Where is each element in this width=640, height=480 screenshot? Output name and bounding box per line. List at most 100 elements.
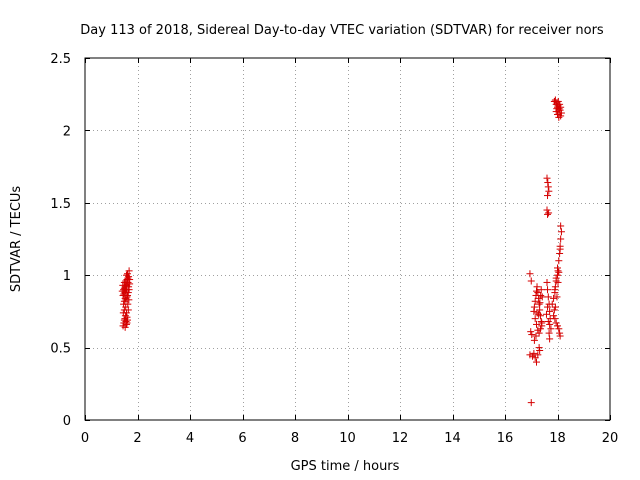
data-point-marker (544, 192, 552, 200)
data-point-marker (122, 318, 130, 326)
data-point-marker (545, 209, 553, 217)
data-point-marker (533, 283, 541, 291)
data-point-marker (550, 312, 558, 320)
data-point-marker (546, 307, 554, 315)
data-point-marker (554, 271, 561, 279)
data-point-marker (554, 322, 561, 330)
data-point-marker (551, 286, 559, 294)
data-point-marker (543, 174, 551, 182)
data-point-marker (557, 222, 565, 230)
data-point-marker (557, 235, 565, 243)
data-point-marker (119, 281, 127, 289)
data-point-marker (550, 306, 558, 314)
data-point-marker (555, 325, 563, 333)
data-point-marker (544, 210, 552, 218)
data-point-marker (544, 293, 552, 301)
y-axis-label: SDTVAR / TECUs (9, 186, 24, 293)
data-point-marker (544, 303, 552, 311)
data-point-marker (535, 310, 543, 318)
data-point-marker (553, 105, 561, 113)
data-point-marker (543, 278, 551, 286)
data-point-marker (121, 323, 129, 331)
data-point-marker (122, 271, 130, 279)
data-point-marker (548, 300, 556, 308)
data-point-marker (551, 96, 559, 104)
data-point-marker (556, 332, 564, 340)
grid-lines (85, 58, 610, 420)
data-point-marker (536, 299, 544, 307)
y-tick-label: 1.5 (50, 197, 71, 212)
data-point-marker (538, 293, 546, 301)
data-point-marker (532, 332, 540, 340)
data-point-marker (554, 97, 562, 105)
data-point-marker (556, 249, 564, 257)
data-point-marker (118, 287, 126, 295)
data-point-marker (122, 320, 130, 328)
data-point-marker (125, 296, 133, 304)
x-tick-label: 10 (339, 431, 356, 446)
data-point-marker (556, 100, 564, 108)
x-axis-label: GPS time / hours (291, 459, 400, 474)
data-point-marker (553, 293, 561, 301)
data-point-marker (122, 309, 130, 317)
data-point-marker (545, 329, 553, 337)
data-point-marker (530, 303, 538, 311)
data-points (118, 96, 565, 407)
data-point-marker (554, 110, 561, 118)
y-tick-label: 0.5 (50, 342, 71, 357)
data-point-marker (556, 106, 564, 114)
data-point-marker (542, 310, 550, 318)
data-point-marker (537, 286, 545, 294)
data-point-marker (544, 286, 552, 294)
data-point-marker (124, 316, 132, 324)
data-point-marker (526, 270, 534, 278)
data-point-marker (534, 289, 542, 297)
chart-title: Day 113 of 2018, Sidereal Day-to-day VTE… (80, 23, 604, 38)
data-point-marker (531, 297, 539, 305)
data-point-marker (551, 283, 559, 291)
data-point-marker (552, 319, 560, 327)
data-point-marker (533, 309, 541, 317)
data-point-marker (551, 315, 559, 323)
x-tick-label: 2 (133, 431, 141, 446)
data-point-marker (124, 300, 132, 308)
data-point-marker (530, 336, 538, 344)
data-point-marker (123, 319, 131, 327)
data-point-marker (551, 303, 559, 311)
data-point-marker (120, 297, 128, 305)
x-tick-label: 18 (549, 431, 566, 446)
data-point-marker (527, 277, 535, 285)
x-tick-label: 16 (497, 431, 514, 446)
data-point-marker (530, 307, 538, 315)
data-point-marker (125, 286, 133, 294)
x-tick-label: 8 (291, 431, 299, 446)
data-point-marker (537, 291, 545, 299)
data-point-marker (546, 335, 554, 343)
data-point-marker (547, 325, 555, 333)
data-point-marker (552, 108, 560, 116)
y-tick-label: 1 (63, 269, 71, 284)
data-point-marker (531, 315, 539, 323)
data-point-marker (535, 300, 543, 308)
y-tick-label: 2 (63, 124, 71, 139)
data-point-marker (124, 291, 132, 299)
plot-frame (84, 57, 611, 421)
data-point-marker (556, 245, 564, 253)
data-point-marker (554, 267, 562, 275)
axis-ticks: 0 2 4 6 8 10 12 14 16 18 20 0 0.5 1 1.5 2 2.5 (50, 52, 618, 446)
x-tick-label: 0 (81, 431, 89, 446)
x-tick-label: 6 (238, 431, 246, 446)
x-tick-label: 12 (392, 431, 409, 446)
data-point-marker (537, 318, 545, 326)
data-point-marker (557, 228, 565, 236)
data-point-marker (552, 274, 560, 282)
data-point-marker (554, 278, 562, 286)
data-point-marker (550, 294, 558, 302)
y-tick-label: 2.5 (50, 52, 71, 67)
x-tick-label: 14 (444, 431, 461, 446)
data-point-marker (534, 351, 542, 359)
data-point-marker (536, 346, 544, 354)
data-point-marker (527, 328, 535, 336)
data-point-marker (528, 331, 536, 339)
data-point-marker (543, 206, 551, 214)
